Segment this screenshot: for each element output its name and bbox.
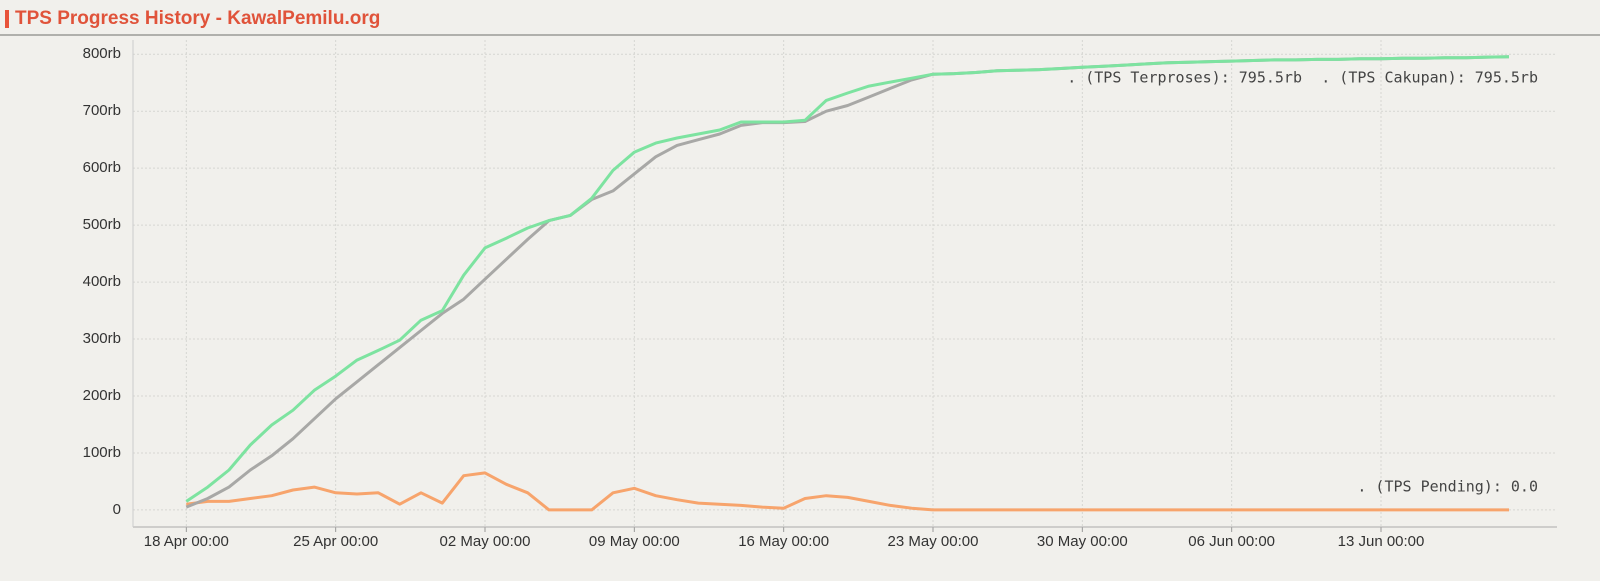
x-tick-label: 13 Jun 00:00 bbox=[1338, 533, 1425, 550]
legend-label: . (TPS Cakupan): 795.5rb bbox=[1321, 69, 1538, 87]
y-tick-label: 400rb bbox=[83, 273, 121, 290]
y-tick-label: 300rb bbox=[83, 330, 121, 347]
x-tick-label: 25 Apr 00:00 bbox=[293, 533, 378, 550]
title-marker bbox=[5, 10, 9, 28]
x-tick-label: 09 May 00:00 bbox=[589, 533, 680, 550]
y-tick-label: 100rb bbox=[83, 444, 121, 461]
x-tick-label: 02 May 00:00 bbox=[440, 533, 531, 550]
y-tick-label: 500rb bbox=[83, 216, 121, 233]
x-tick-label: 06 Jun 00:00 bbox=[1188, 533, 1275, 550]
series-line bbox=[185, 55, 1510, 503]
y-tick-label: 700rb bbox=[83, 102, 121, 119]
y-tick-label: 200rb bbox=[83, 387, 121, 404]
legend-label: . (TPS Terproses): 795.5rb bbox=[1067, 69, 1302, 87]
series-line bbox=[186, 471, 1509, 512]
legend-label: . (TPS Pending): 0.0 bbox=[1357, 478, 1538, 496]
y-tick-label: 0 bbox=[113, 501, 121, 518]
x-tick-label: 23 May 00:00 bbox=[888, 533, 979, 550]
y-tick-label: 800rb bbox=[83, 45, 121, 62]
x-tick-label: 30 May 00:00 bbox=[1037, 533, 1128, 550]
x-tick-label: 18 Apr 00:00 bbox=[144, 533, 229, 550]
y-tick-label: 600rb bbox=[83, 159, 121, 176]
chart-title: TPS Progress History - KawalPemilu.org bbox=[15, 8, 380, 29]
x-tick-label: 16 May 00:00 bbox=[738, 533, 829, 550]
